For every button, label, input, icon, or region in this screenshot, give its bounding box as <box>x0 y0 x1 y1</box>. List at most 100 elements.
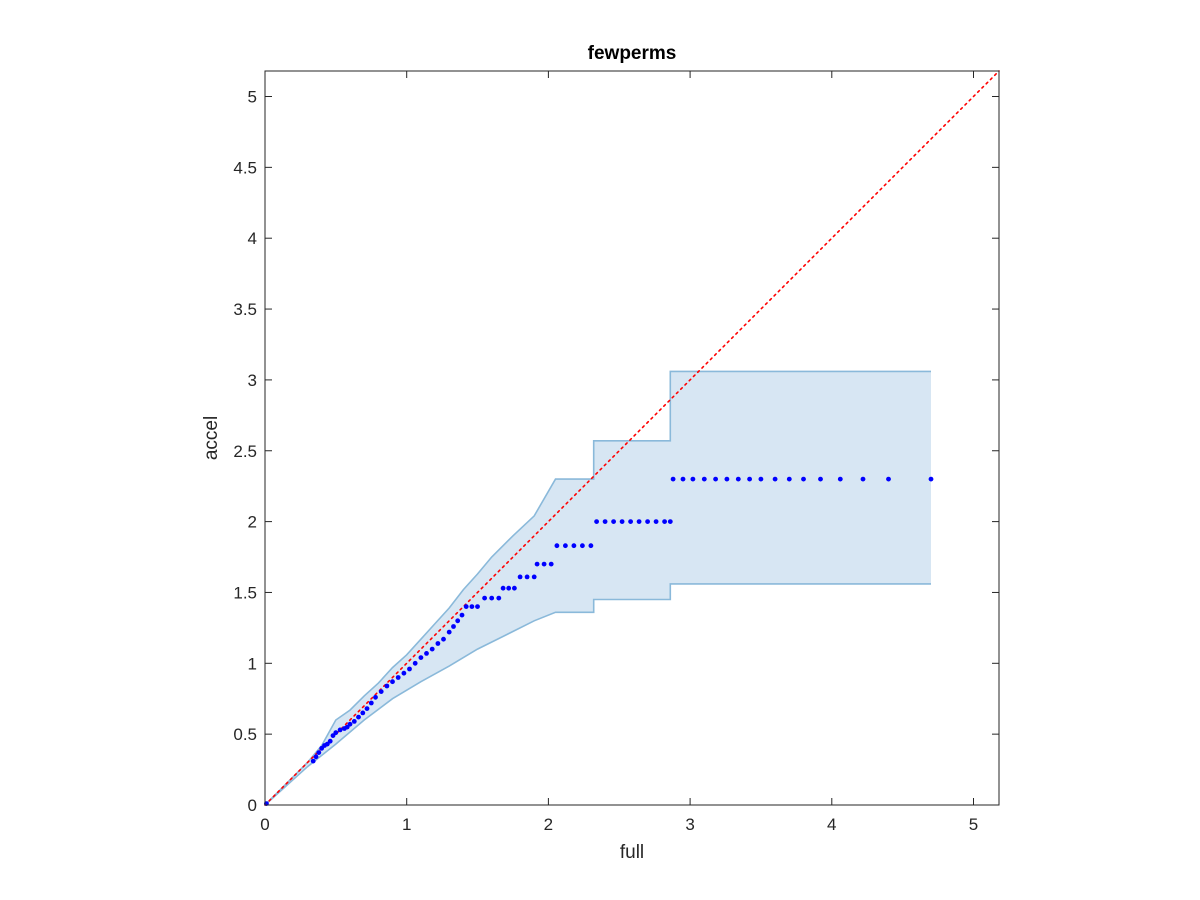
data-point <box>407 666 412 672</box>
y-tick-label: 0.5 <box>233 725 257 744</box>
data-point <box>670 476 676 482</box>
y-tick-label: 5 <box>248 88 257 107</box>
data-point <box>747 476 752 482</box>
y-tick-label: 2.5 <box>233 442 257 461</box>
data-point <box>401 670 407 676</box>
data-point <box>818 476 823 482</box>
x-tick-label: 5 <box>969 815 978 834</box>
data-point <box>463 604 469 609</box>
data-points <box>264 476 934 806</box>
data-point <box>628 519 633 524</box>
data-point <box>886 476 891 482</box>
data-point <box>360 710 366 716</box>
y-tick-label: 1.5 <box>233 583 257 602</box>
data-point <box>364 706 370 711</box>
data-point <box>368 700 374 706</box>
data-point <box>333 730 339 736</box>
reference-line <box>264 70 1000 806</box>
data-point <box>690 476 696 482</box>
data-point <box>860 476 866 482</box>
data-point <box>424 651 429 656</box>
chart-title: fewperms <box>588 43 677 64</box>
data-point <box>506 585 512 591</box>
data-point <box>373 694 378 700</box>
data-point <box>500 585 506 591</box>
data-point <box>602 519 608 524</box>
confidence-band <box>265 371 931 805</box>
data-point <box>735 476 741 482</box>
y-tick-label: 4.5 <box>233 158 257 177</box>
data-point <box>517 574 523 580</box>
data-point <box>395 675 401 680</box>
data-point <box>563 543 568 549</box>
data-point <box>554 543 560 549</box>
data-point <box>347 721 353 727</box>
y-tick-label: 3 <box>248 371 257 390</box>
x-tick-label: 1 <box>402 815 411 834</box>
data-point <box>390 679 395 685</box>
data-point <box>531 574 537 580</box>
y-axis-label: accel <box>201 416 222 460</box>
data-point <box>636 519 642 524</box>
data-point <box>441 636 446 642</box>
y-tick-label: 4 <box>248 229 257 248</box>
data-point <box>662 519 667 524</box>
y-tick-label: 2 <box>248 513 257 532</box>
axes-box <box>264 70 1000 806</box>
data-point <box>758 476 764 482</box>
data-point <box>313 754 319 760</box>
x-tick-label: 4 <box>827 815 836 834</box>
data-point <box>772 476 778 482</box>
data-point <box>337 727 343 733</box>
data-point <box>571 543 577 549</box>
data-point <box>310 758 316 764</box>
x-axis-ticks: 0 1 2 3 4 5 <box>260 71 978 834</box>
data-point <box>489 595 495 601</box>
data-point <box>446 629 452 635</box>
data-point <box>429 646 435 652</box>
band-upper-edge <box>264 370 931 806</box>
data-point <box>801 476 806 482</box>
band-lower-edge <box>264 583 931 806</box>
data-point <box>611 519 616 524</box>
data-point <box>594 519 599 524</box>
x-tick-label: 0 <box>260 815 269 834</box>
data-point <box>496 595 502 601</box>
data-point <box>482 595 487 601</box>
data-point <box>459 612 465 618</box>
data-point <box>455 618 461 624</box>
data-point <box>653 519 659 524</box>
data-point <box>680 476 686 482</box>
data-point <box>928 476 934 482</box>
data-point <box>412 660 418 666</box>
data-point <box>541 561 547 567</box>
data-point <box>548 561 554 567</box>
data-point <box>324 741 330 747</box>
data-point <box>435 641 441 646</box>
data-point <box>451 624 456 629</box>
y-tick-label: 3.5 <box>233 300 257 319</box>
y-axis-ticks: 0 0.5 1 1.5 2 2.5 3 3.5 4 4.5 5 <box>233 88 999 815</box>
data-point <box>588 543 594 549</box>
data-point <box>356 714 361 720</box>
data-point <box>469 604 475 609</box>
data-point <box>667 519 673 524</box>
x-tick-label: 2 <box>544 815 553 834</box>
data-point <box>384 683 390 689</box>
data-point <box>351 719 357 724</box>
data-point <box>475 604 480 609</box>
data-point <box>713 476 718 482</box>
data-point <box>327 738 333 744</box>
data-point <box>378 689 384 694</box>
data-point <box>512 585 517 591</box>
y-tick-label: 1 <box>248 654 257 673</box>
x-tick-label: 3 <box>685 815 694 834</box>
data-point <box>534 561 540 567</box>
data-point <box>724 476 730 482</box>
y-tick-label: 0 <box>248 796 257 815</box>
data-point <box>786 476 792 482</box>
data-point <box>837 476 843 482</box>
data-point <box>316 750 322 755</box>
data-point <box>524 574 530 580</box>
